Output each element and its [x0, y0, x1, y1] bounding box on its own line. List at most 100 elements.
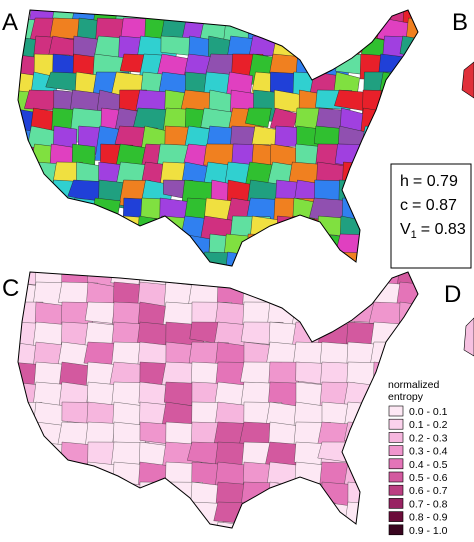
region: [72, 215, 113, 241]
region: [294, 461, 324, 489]
legend-title: entropy: [388, 391, 424, 403]
region: [84, 501, 123, 525]
region: [18, 441, 48, 471]
region: [346, 281, 375, 308]
region: [334, 10, 361, 32]
region: [18, 461, 39, 490]
region: [68, 251, 113, 266]
region: [382, 107, 418, 141]
stat-symbol: c: [400, 197, 408, 214]
region: [267, 501, 303, 527]
region: [31, 501, 71, 528]
region: [289, 233, 325, 265]
region: [95, 233, 134, 256]
region: [35, 461, 69, 493]
region: [213, 501, 255, 524]
region: [379, 125, 418, 158]
region: [25, 215, 68, 240]
stat-value: = 0.79: [413, 173, 458, 190]
region: [345, 521, 383, 528]
region: [113, 521, 152, 528]
region: [18, 125, 33, 159]
region: [217, 272, 249, 289]
region: [359, 197, 395, 231]
region: [60, 461, 91, 485]
region: [161, 501, 197, 528]
region: [241, 501, 272, 528]
region: [249, 215, 281, 252]
legend-swatch: [388, 498, 404, 509]
legend-label: 0.0 - 0.1: [409, 406, 448, 418]
panel-label: B: [452, 9, 468, 36]
region: [138, 251, 168, 266]
region: [396, 125, 418, 157]
region: [265, 272, 307, 286]
region: [136, 501, 172, 524]
region: [212, 521, 256, 528]
region: [110, 272, 143, 286]
region: [357, 215, 391, 247]
region: [295, 281, 330, 313]
region: [83, 481, 116, 508]
region: [60, 481, 89, 510]
region: [316, 17, 349, 49]
panel-label: D: [444, 281, 461, 308]
stat-subscript: 1: [411, 229, 417, 241]
region: [113, 481, 153, 511]
outline-c: [17, 271, 419, 529]
legend-title: normalized: [388, 379, 440, 391]
map-b-edge: [461, 61, 474, 99]
region: [335, 17, 364, 46]
region: [76, 233, 110, 257]
legend-swatch: [388, 418, 404, 430]
region: [245, 10, 280, 28]
legend-label: 0.5 - 0.6: [409, 472, 448, 484]
legend-swatch: [388, 471, 404, 483]
region: [293, 521, 329, 528]
region: [396, 107, 418, 139]
legend-swatch: [388, 445, 404, 456]
region: [115, 233, 148, 261]
region: [18, 501, 45, 528]
region: [18, 481, 49, 509]
region: [240, 272, 274, 295]
region: [18, 215, 41, 243]
legend-swatch: [388, 484, 404, 496]
region: [23, 233, 68, 265]
stat-symbol: h: [400, 173, 409, 190]
map-a: [18, 10, 418, 266]
legend-label: 0.8 - 0.9: [409, 512, 448, 524]
panel-label: A: [2, 9, 18, 36]
region: [342, 161, 380, 193]
legend-swatch: [388, 432, 404, 443]
region: [84, 301, 116, 324]
legend-label: 0.2 - 0.3: [409, 432, 448, 444]
region: [18, 521, 37, 528]
region: [345, 441, 388, 474]
region: [136, 215, 170, 244]
legend-swatch: [388, 524, 404, 536]
region: [405, 71, 418, 109]
region: [247, 233, 279, 265]
region: [290, 251, 332, 266]
region: [266, 17, 311, 41]
region: [83, 521, 117, 528]
region: [294, 17, 338, 47]
region: [397, 341, 418, 371]
region: [318, 521, 351, 528]
region: [295, 501, 336, 525]
region: [271, 251, 313, 266]
region: [321, 281, 353, 305]
region: [250, 251, 290, 266]
region: [319, 10, 359, 33]
region: [18, 107, 34, 134]
outline-a: [17, 9, 419, 267]
stats-box: [390, 163, 472, 269]
region: [397, 321, 418, 352]
region: [23, 197, 68, 233]
region: [402, 53, 418, 77]
region: [18, 161, 43, 190]
legend-swatch: [388, 511, 404, 522]
region: [402, 89, 418, 121]
